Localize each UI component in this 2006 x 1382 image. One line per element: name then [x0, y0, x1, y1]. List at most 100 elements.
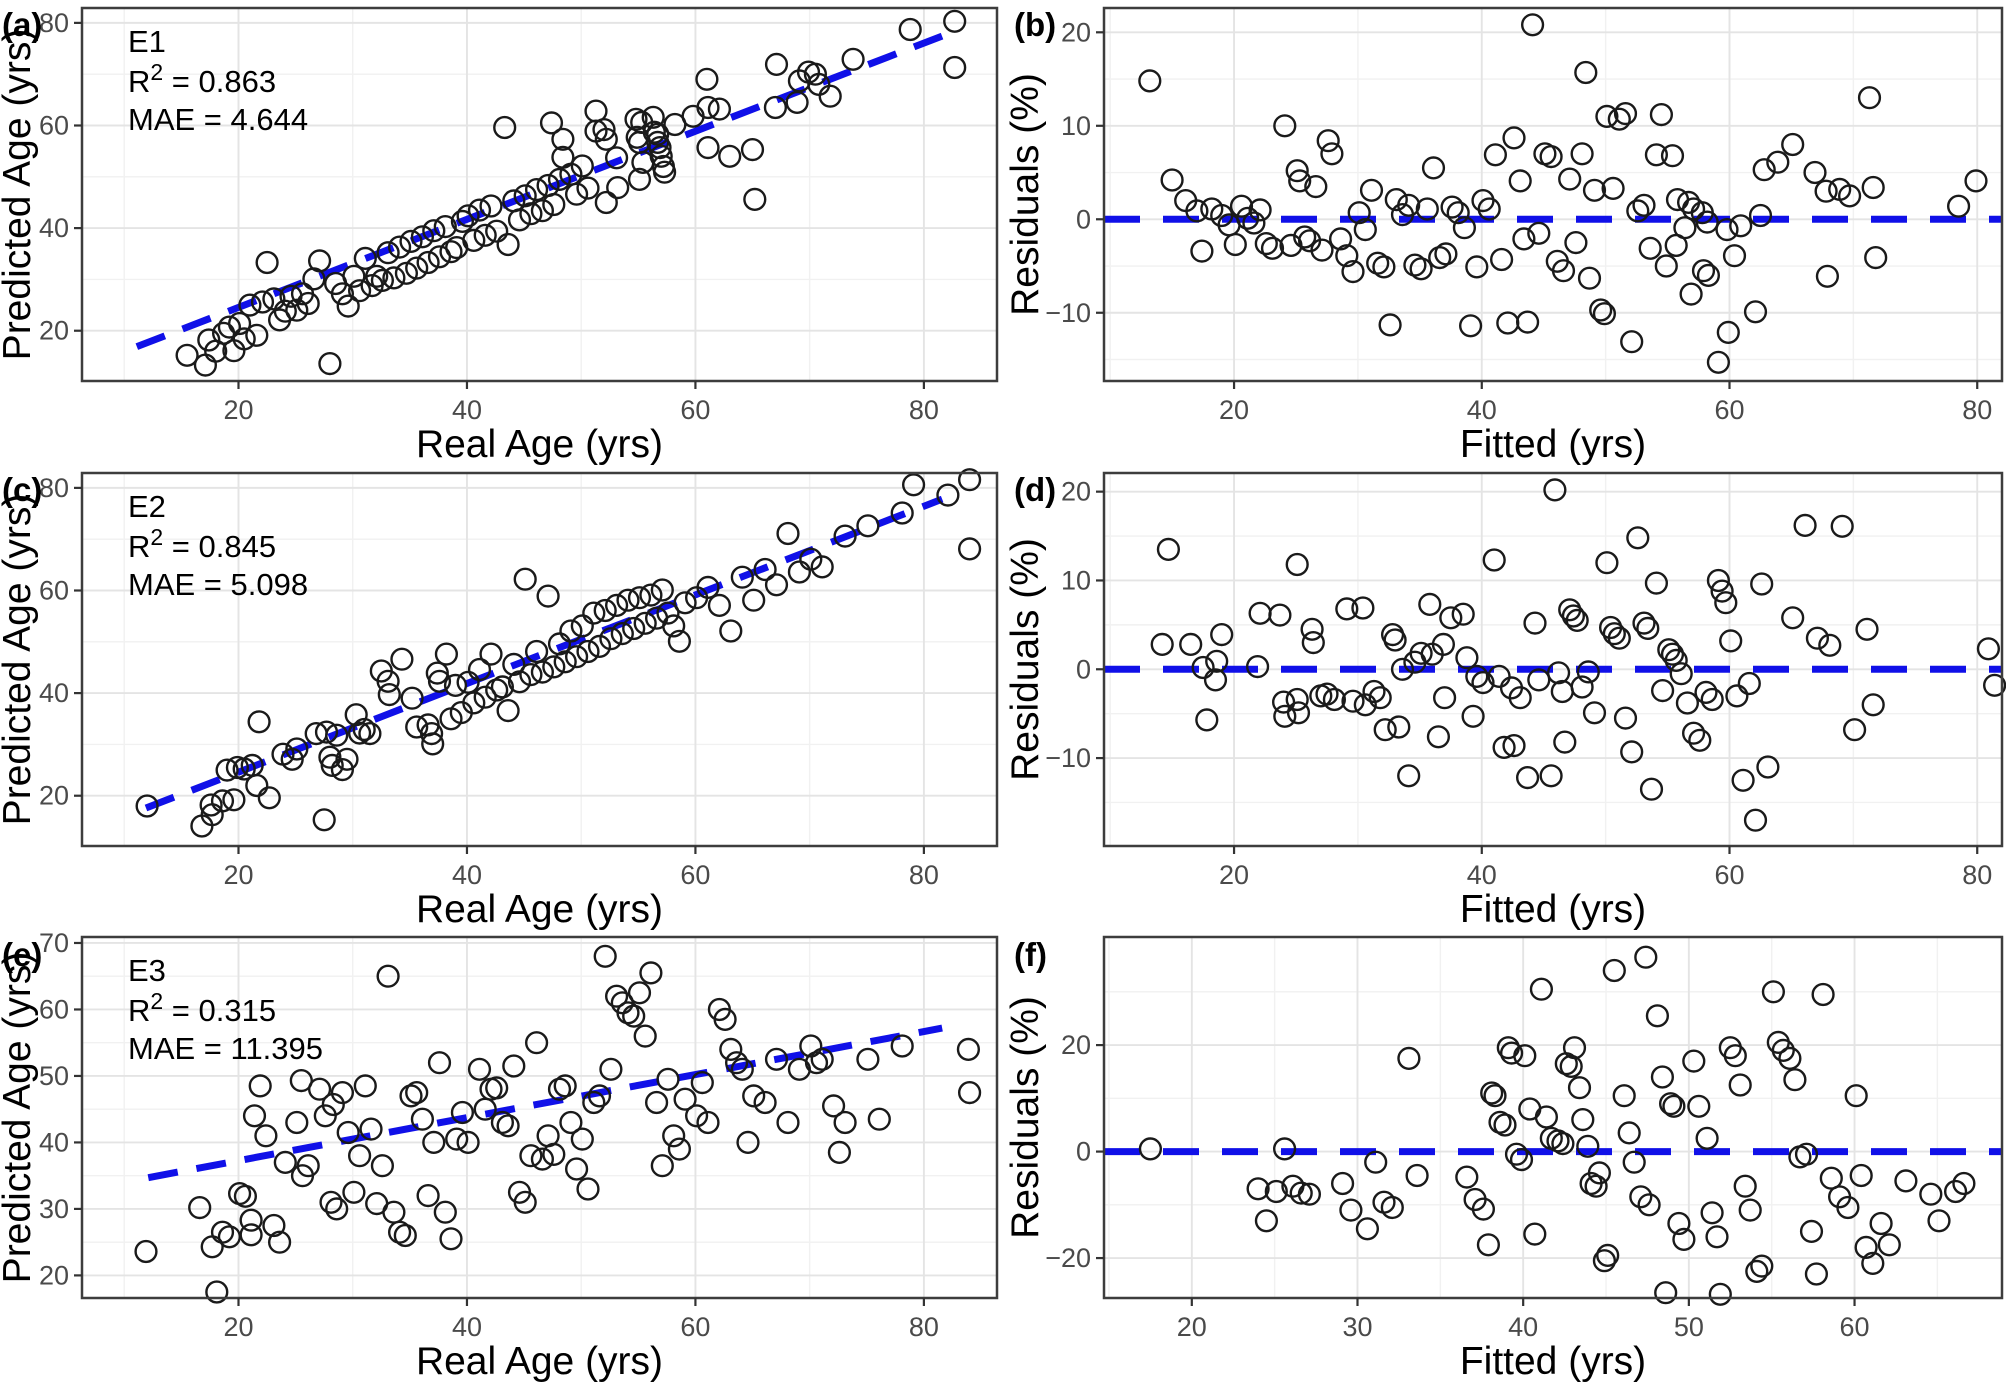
data-point	[1983, 673, 2006, 697]
y-tick-label: 20	[39, 781, 69, 811]
data-point	[804, 1051, 829, 1075]
panel-d-chart: 20 40 60 80 −10 0 10 20 Fitted (yrs) Residuals (%…	[1004, 471, 2006, 931]
data-point	[1446, 201, 1470, 225]
data-point	[353, 1074, 377, 1098]
data-point	[576, 1177, 600, 1201]
data-point	[342, 1180, 366, 1204]
data-point	[627, 586, 652, 610]
x-tick-label: 20	[1219, 395, 1249, 425]
data-point	[1515, 310, 1540, 334]
x-tick-label: 60	[1840, 1312, 1870, 1342]
data-point	[1634, 945, 1658, 969]
data-point	[1236, 206, 1260, 230]
data-point	[1729, 214, 1753, 238]
data-point	[1293, 225, 1317, 249]
data-point	[530, 660, 554, 684]
data-point	[232, 327, 256, 351]
data-point	[1138, 1137, 1162, 1161]
data-point	[898, 17, 922, 42]
data-point	[1869, 1211, 1893, 1236]
data-point	[684, 1104, 709, 1128]
y-tick-label: 30	[39, 1194, 69, 1224]
data-point	[1644, 571, 1668, 595]
data-point	[1502, 734, 1526, 758]
data-point	[370, 1154, 394, 1178]
data-point	[1384, 188, 1408, 212]
data-point	[592, 118, 616, 142]
x-axis-title: Fitted (yrs)	[1460, 1340, 1646, 1382]
data-point	[1488, 1110, 1512, 1134]
data-point	[443, 673, 468, 697]
data-point	[473, 685, 497, 709]
data-point	[833, 1110, 857, 1135]
data-point	[649, 144, 673, 168]
data-point	[217, 315, 241, 339]
data-point	[255, 250, 279, 275]
data-point	[1672, 1227, 1696, 1251]
data-point	[352, 717, 376, 742]
data-point	[1487, 664, 1511, 688]
data-point	[1577, 266, 1602, 290]
data-point	[273, 1150, 297, 1174]
data-point	[1894, 1169, 1918, 1193]
data-point	[1476, 1233, 1500, 1257]
data-point	[1723, 1044, 1747, 1068]
data-point	[427, 669, 452, 693]
data-point	[582, 601, 606, 625]
data-point	[742, 1084, 766, 1108]
data-point	[593, 598, 617, 623]
data-point	[1490, 247, 1514, 272]
data-point	[650, 1154, 674, 1178]
data-point	[616, 1001, 640, 1025]
data-point	[1629, 1185, 1653, 1209]
x-axis-title: Real Age (yrs)	[416, 888, 663, 930]
data-point	[1756, 755, 1780, 779]
data-point	[530, 199, 554, 223]
data-point	[239, 1223, 263, 1247]
y-axis-title: Predicted Age (yrs)	[0, 29, 39, 361]
data-point	[551, 127, 575, 151]
annotation-mae: MAE = 4.644	[128, 102, 308, 137]
data-point	[507, 670, 532, 694]
data-point	[1687, 1094, 1711, 1118]
data-point	[1645, 1004, 1669, 1028]
data-point	[1322, 687, 1346, 712]
data-point	[268, 1230, 292, 1254]
data-point	[1613, 101, 1638, 126]
data-point	[633, 611, 657, 635]
data-point	[1700, 1201, 1724, 1225]
data-point	[1492, 735, 1516, 759]
data-point	[433, 1200, 457, 1224]
data-point	[1602, 958, 1626, 983]
data-point	[646, 122, 670, 146]
x-tick-label: 40	[1467, 395, 1497, 425]
data-point	[319, 1190, 343, 1214]
data-point	[1706, 350, 1730, 374]
x-tick-label: 60	[680, 860, 710, 890]
data-point	[1602, 622, 1626, 646]
data-point	[1409, 257, 1433, 281]
data-point	[696, 1110, 720, 1135]
data-point	[348, 279, 372, 303]
data-point	[1781, 606, 1805, 630]
data-point	[1675, 691, 1699, 715]
data-point	[388, 235, 412, 259]
data-point	[1952, 1171, 1976, 1196]
data-point	[1682, 1049, 1706, 1073]
data-point	[1617, 1121, 1641, 1145]
data-point	[410, 1107, 434, 1131]
data-point	[856, 1047, 880, 1071]
data-point	[776, 1110, 800, 1135]
data-point	[1515, 766, 1540, 790]
data-point	[559, 1110, 583, 1135]
data-point	[1546, 661, 1571, 685]
data-point	[1558, 167, 1582, 191]
data-point	[1733, 1174, 1757, 1198]
data-point	[1455, 646, 1479, 670]
x-tick-label: 80	[909, 395, 939, 425]
panel-border	[80, 6, 999, 383]
data-point	[513, 1190, 537, 1214]
data-point	[524, 639, 549, 664]
data-point	[1246, 1177, 1270, 1201]
data-point	[810, 555, 834, 579]
